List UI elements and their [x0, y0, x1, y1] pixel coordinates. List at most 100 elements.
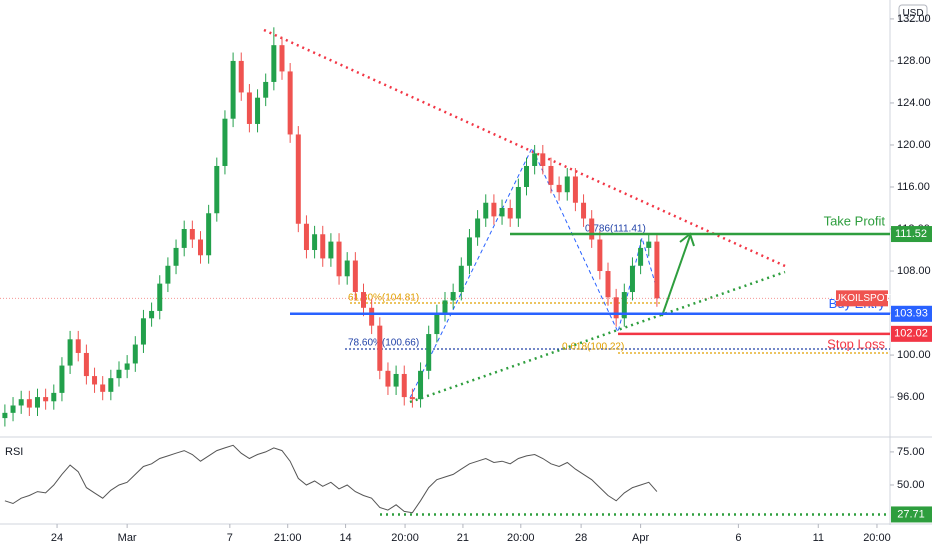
candle-body	[597, 239, 603, 272]
candle-body	[360, 292, 366, 308]
price-badge-label: 103.93	[894, 308, 928, 320]
fib-label: 0.786(111.41)	[585, 224, 646, 235]
x-tick-label: 11	[813, 532, 824, 544]
candle-body	[255, 97, 261, 124]
fib-label: 0.618(100.22)	[562, 342, 624, 353]
candle-body	[499, 207, 505, 217]
candle-body	[238, 60, 244, 93]
candle-body	[556, 184, 562, 193]
y-tick-label: 116.00	[897, 181, 930, 193]
support-trendline	[409, 270, 786, 404]
rsi-label: RSI	[5, 446, 23, 458]
rsi-tick-label: 75.00	[897, 446, 925, 458]
candle-body	[532, 153, 538, 166]
price-badge	[891, 305, 932, 322]
candle-body	[621, 292, 627, 319]
x-tick-label: 21	[457, 532, 469, 544]
y-tick-label: 124.00	[897, 97, 931, 109]
x-tick-label: 20:00	[507, 532, 535, 544]
candle-body	[491, 202, 497, 217]
candle-body	[206, 213, 212, 256]
candle-body	[328, 241, 334, 259]
candle-body	[222, 118, 228, 166]
symbol-badge-label: UKOILSPOT	[833, 293, 890, 304]
rsi-badge-label: 27.71	[897, 508, 925, 520]
candle-body	[214, 165, 220, 214]
price-badge-label: 111.52	[895, 228, 927, 240]
price-badge	[891, 226, 932, 243]
symbol-badge	[836, 290, 888, 307]
candle-body	[613, 297, 619, 319]
candle-body	[173, 247, 179, 266]
candle-body	[116, 369, 122, 379]
y-tick-label: 96.00	[897, 391, 925, 403]
level-name: Stop Loss	[827, 336, 885, 351]
candle-body	[43, 397, 49, 402]
x-tick-label: 20:00	[391, 532, 419, 544]
candle-body	[157, 283, 163, 311]
rsi-tick-label: 50.00	[897, 479, 925, 491]
candle-body	[581, 202, 587, 219]
candle-body	[589, 218, 595, 240]
candle-body	[10, 405, 16, 413]
candle-body	[83, 352, 89, 377]
candle-body	[165, 265, 171, 284]
candle-body	[149, 310, 155, 319]
candle-body	[140, 318, 146, 345]
currency-box[interactable]	[898, 4, 928, 22]
candle-body	[426, 334, 432, 371]
candle-body	[303, 223, 309, 251]
candle-body	[515, 186, 521, 219]
candle-body	[466, 237, 472, 266]
candle-body	[287, 71, 293, 135]
harmonic-pattern	[409, 146, 661, 399]
rsi-badge	[891, 506, 932, 523]
x-tick-label: Mar	[118, 532, 137, 544]
candle-body	[271, 45, 277, 82]
candle-body	[401, 373, 407, 398]
rsi-line	[4, 444, 658, 514]
candle-body	[18, 399, 24, 406]
x-tick-label: 14	[339, 532, 351, 544]
y-tick-label: 128.00	[897, 55, 931, 67]
candle-body	[450, 292, 456, 301]
candle-body	[434, 313, 440, 335]
candle-body	[26, 399, 32, 408]
candle-body	[540, 153, 546, 166]
candle-body	[230, 60, 236, 119]
candle-body	[67, 339, 73, 366]
candle-body	[442, 300, 448, 314]
candle-body	[100, 384, 106, 392]
x-tick-label: 7	[227, 532, 233, 544]
candle-body	[548, 165, 554, 185]
candle-body	[312, 234, 318, 251]
level-name: Take Profit	[824, 213, 886, 228]
y-tick-label: 120.00	[897, 139, 931, 151]
candle-body	[189, 229, 195, 240]
candle-body	[2, 412, 8, 419]
candle-body	[124, 363, 130, 370]
candle-body	[483, 202, 489, 219]
candle-body	[181, 229, 187, 248]
x-tick-label: 20:00	[863, 532, 891, 544]
candle-body	[59, 365, 65, 393]
candle-body	[646, 241, 652, 248]
candle-body	[34, 397, 40, 408]
candle-body	[336, 241, 342, 277]
price-badge-label: 102.02	[894, 328, 928, 340]
candle-body	[572, 176, 578, 203]
candle-body	[320, 234, 326, 259]
candle-body	[246, 92, 252, 124]
x-tick-label: 24	[51, 532, 63, 544]
candle-body	[369, 307, 375, 326]
candle-body	[524, 165, 530, 187]
candle-body	[409, 397, 415, 400]
candle-body	[507, 207, 513, 219]
candle-body	[385, 370, 391, 387]
candle-body	[564, 176, 570, 193]
candle-body	[458, 265, 464, 293]
candle-body	[108, 378, 114, 392]
candle-body	[475, 218, 481, 238]
candle-body	[393, 373, 399, 387]
